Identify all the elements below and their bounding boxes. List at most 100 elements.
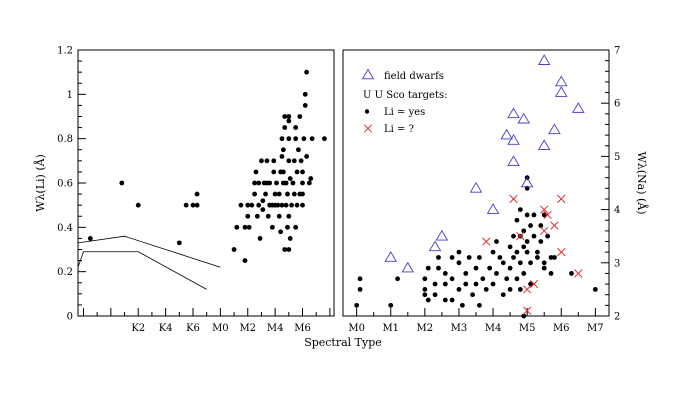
right-point-li-yes [538, 239, 544, 244]
right-point-field-dwarf [507, 134, 520, 145]
left-point [286, 247, 292, 252]
right-point-li-yes [436, 255, 441, 260]
left-point [194, 202, 200, 208]
right-point-field-dwarf [507, 155, 520, 167]
right-point-li-yes [470, 292, 475, 298]
left-point [264, 158, 270, 164]
legend-group-marker: U [363, 90, 375, 101]
right-point-li-unknown-stroke [543, 210, 552, 220]
right-x-tick-label: M0 [348, 323, 365, 334]
left-point [302, 91, 308, 97]
right-point-li-yes [463, 271, 469, 276]
left-point [280, 169, 286, 175]
right-point-li-yes [483, 287, 489, 292]
left-point [291, 158, 297, 164]
left-point [291, 191, 297, 197]
right-point-li-yes [507, 287, 513, 292]
right-point-li-yes [477, 255, 482, 260]
legend-label-group: U U Sco targets: [363, 90, 447, 101]
right-point-li-unknown-stroke [540, 226, 549, 236]
left-data-points [87, 69, 327, 263]
left-point [275, 202, 281, 208]
right-point-li-yes [534, 255, 540, 260]
left-point [279, 202, 285, 208]
right-point-li-unknown-stroke [574, 269, 583, 278]
right-point-li-unknown-stroke [516, 232, 525, 241]
left-point [294, 169, 300, 175]
left-y-tick-label: 0.6 [57, 179, 73, 190]
right-point-li-yes [494, 271, 499, 276]
right-point-li-yes [538, 223, 544, 228]
legend-triangle [361, 68, 375, 80]
legend-dot [364, 109, 370, 114]
left-point [300, 202, 305, 208]
right-point-field-dwarf [572, 102, 585, 113]
left-point [246, 224, 252, 230]
right-x-tick-label: M3 [451, 323, 468, 334]
legend-cross [363, 124, 373, 133]
right-point-li-yes [531, 212, 537, 218]
left-point [304, 69, 310, 75]
right-point-li-unknown-stroke [523, 306, 532, 315]
right-point-li-yes [517, 260, 523, 266]
right-point-field-dwarf [507, 107, 520, 119]
left-point [280, 147, 286, 153]
right-point-li-unknown-stroke [557, 248, 566, 257]
right-point-li-unknown [574, 269, 583, 278]
right-point-li-yes [432, 281, 438, 287]
right-point-li-yes [514, 217, 520, 223]
right-point-li-yes [497, 255, 503, 260]
left-x-tick-label: K6 [186, 323, 200, 334]
right-point-field-dwarf [469, 181, 483, 193]
legend-group-text: U Sco targets: [375, 90, 448, 101]
right-point-li-yes [531, 233, 537, 239]
left-point [287, 176, 293, 181]
right-point-li-unknown [516, 232, 525, 241]
left-point [282, 125, 288, 130]
right-point-li-yes [524, 239, 530, 244]
left-point [278, 229, 284, 235]
right-point-li-yes [494, 239, 499, 244]
left-y-tick-label: 0.4 [57, 223, 73, 234]
right-y-tick-label: 6 [614, 99, 620, 110]
right-y-tick-label: 5 [614, 152, 620, 163]
legend: field dwarfs U U Sco targets: Li = yes L… [361, 68, 447, 135]
right-point-li-yes [422, 287, 428, 292]
left-point [242, 258, 248, 263]
right-point-li-yes [521, 271, 527, 276]
left-point [285, 191, 290, 197]
right-point-li-yes [548, 255, 554, 260]
left-point [274, 180, 279, 186]
left-point [304, 154, 310, 159]
right-point-li-yes [534, 249, 540, 255]
left-point [259, 158, 264, 164]
left-point [176, 240, 182, 246]
left-point [87, 236, 93, 241]
legend-marker-field-dwarfs [361, 68, 375, 80]
right-point-field-dwarf [537, 54, 551, 65]
left-point [289, 202, 294, 208]
left-point [272, 191, 278, 197]
right-data-points [354, 54, 598, 319]
left-point [293, 136, 299, 142]
right-point-li-yes [521, 244, 527, 250]
right-point-li-yes [459, 302, 465, 308]
left-point [287, 236, 293, 241]
right-point-li-yes [395, 276, 400, 282]
right-point-li-yes [466, 255, 472, 260]
left-point [245, 213, 251, 219]
right-point-li-yes [521, 228, 527, 234]
right-point-li-yes [521, 313, 527, 319]
right-x-tick-label: M7 [587, 323, 604, 334]
right-point-li-unknown-stroke [550, 221, 559, 230]
left-point [306, 180, 312, 186]
right-point-li-yes [507, 244, 513, 250]
right-point-li-yes [528, 260, 533, 266]
right-point-li-unknown-stroke [529, 279, 539, 289]
left-envelope-line [77, 251, 207, 290]
left-envelope-line [77, 235, 221, 268]
right-point-li-yes [528, 223, 533, 228]
right-point-li-yes [504, 276, 510, 282]
right-point-li-yes [473, 265, 479, 271]
